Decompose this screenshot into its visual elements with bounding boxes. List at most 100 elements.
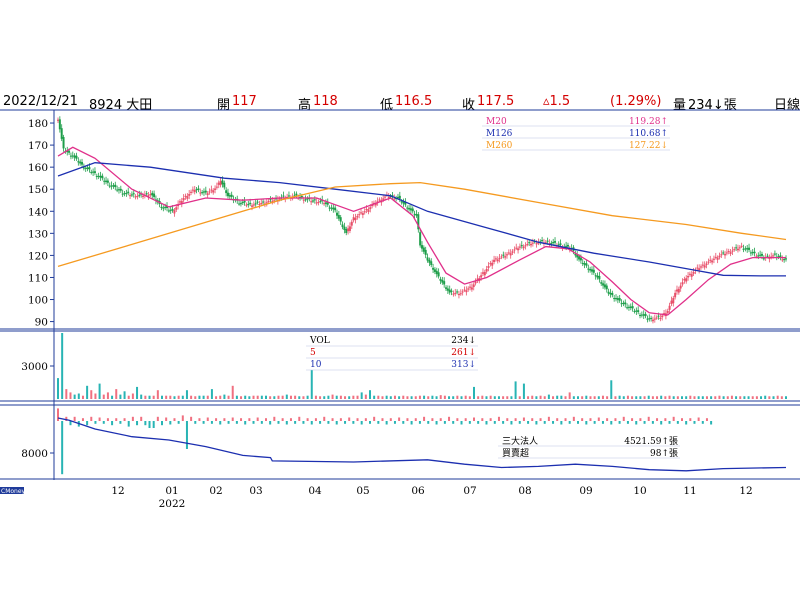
candle-body [457,293,460,296]
institutional-bar [693,421,696,424]
institutional-bar [273,416,276,421]
institutional-bar [664,418,667,421]
candle-body [365,209,368,211]
institutional-bar [377,421,380,424]
candle-body [585,263,588,266]
candle-body [169,209,172,211]
volume-bar [65,389,68,399]
institutional-bar [618,421,621,424]
institutional-bar [344,421,347,424]
candle-body [99,175,102,178]
candle-body [528,242,531,244]
candle-body [193,189,196,193]
candle-body [428,259,431,263]
volume-bar [585,395,588,399]
candle-body [749,252,752,254]
candle-body [552,241,555,243]
institutional-bar [406,418,409,421]
candle-body [598,276,601,280]
volume-bar [215,396,218,399]
candle-body [252,204,255,206]
legend-vol10-value: 313↓ [451,360,476,370]
institutional-bar [240,418,243,421]
candle-body [230,194,233,197]
institutional-bar [389,418,392,421]
volume-bar [556,395,559,399]
institutional-bar [127,421,130,427]
candle-body [199,192,202,194]
candle-body [566,244,569,247]
volume-label: 量 [673,98,687,113]
candle-body [81,162,84,165]
candle-body [502,254,505,256]
institutional-bar [393,421,396,424]
candle-body [607,291,610,294]
candle-body [147,195,150,197]
legend-vol10-name: 10 [310,360,322,370]
candle-body [768,257,771,260]
institutional-bar [165,417,168,421]
volume-bar [427,396,430,399]
candle-body [300,196,303,198]
close-label: 收 [462,98,476,113]
volume-bar [502,396,505,399]
volume-bar [173,396,176,399]
candle-body [360,212,363,214]
volume-bar [539,395,542,399]
candle-body [631,306,634,309]
volume-bar [98,383,101,399]
institutional-bar [481,418,484,421]
institutional-bar [468,421,471,424]
candle-body [267,200,270,202]
candle-body [681,282,684,285]
volume-bar [136,386,139,399]
volume-bar [685,396,688,399]
candle-body [69,155,72,157]
institutional-bar [518,421,521,424]
volume-bar [730,395,733,399]
institutional-bar [119,421,122,424]
candle-body [60,128,63,139]
quote-date: 2022/12/21 [3,94,78,109]
candle-body [511,251,514,253]
candle-body [751,252,754,254]
candle-body [79,161,82,164]
institutional-bar [647,416,650,421]
candle-body [467,288,470,290]
candle-body [613,298,616,300]
candle-body [182,198,185,201]
institutional-bar [194,421,197,424]
institutional-bar [369,421,371,424]
candle-body [415,214,418,216]
institutional-bar [606,418,609,421]
candle-body [578,256,581,260]
candle-body [683,278,686,281]
candle-body [58,119,61,130]
volume-bar [531,395,534,399]
candle-body [62,137,65,149]
institutional-bar [656,418,659,421]
institutional-bar [560,421,563,425]
x-axis: 12 01 02 03 04 05 06 07 08 09 10 11 12 2022 [111,485,752,510]
volume-bar [106,392,109,399]
candle-body [524,245,527,247]
volume-bar [348,396,351,399]
candle-body [129,195,132,197]
candle-body [724,253,727,256]
candle-body [448,289,451,293]
candle-body [130,194,133,196]
x-month-label: 01 [165,485,178,497]
institutional-bar [352,421,355,424]
candle-body [653,318,656,320]
institutional-bar [485,421,488,425]
candle-body [204,190,207,193]
candle-body [295,193,298,196]
candle-body [469,286,472,288]
candle-body [603,284,606,288]
candle-body [77,161,80,163]
candle-body [123,193,126,195]
volume-bar [310,351,313,399]
watermark-text: CMoney [1,488,26,495]
change-percent: (1.29%) [610,94,662,109]
candle-body [509,253,512,256]
